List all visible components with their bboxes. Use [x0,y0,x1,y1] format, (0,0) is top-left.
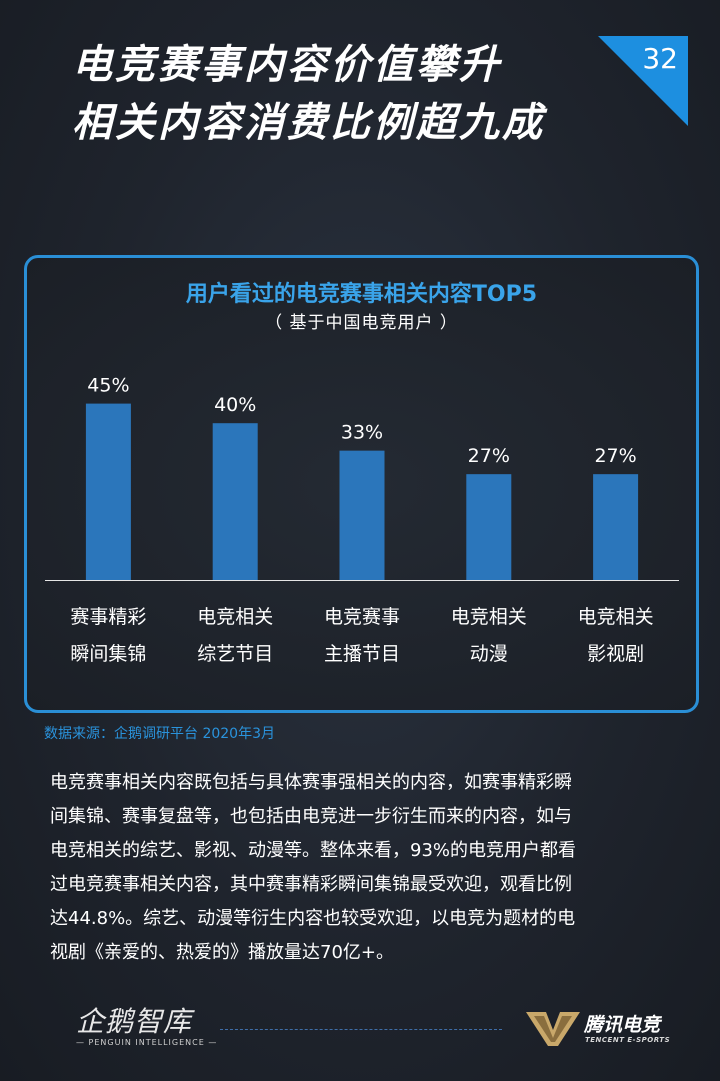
bar-value-label: 27% [594,445,636,467]
penguin-intelligence-logo-text: 企鹅智库 [76,1005,193,1038]
category-label: 瞬间集锦 [70,643,146,665]
body-line: 达44.8%。综艺、动漫等衍生内容也较受欢迎，以电竞为题材的电 [50,908,576,929]
tencent-esports-logo-subtext: TENCENT E-SPORTS [585,1036,671,1044]
footer-divider [220,1029,502,1030]
body-line: 过电竞赛事相关内容，其中赛事精彩瞬间集锦最受欢迎，观看比例 [50,874,572,895]
tencent-esports-logo-text: 腾讯电竞 [584,1014,661,1036]
category-label: 动漫 [470,643,508,665]
category-label: 电竞赛事 [324,606,400,628]
body-line: 电竞赛事相关内容既包括与具体赛事强相关的内容，如赛事精彩瞬 [50,772,572,793]
page-title-line-2: 相关内容消费比例超九成 [72,100,545,146]
page-title: 电竞赛事内容价值攀升 相关内容消费比例超九成 [72,36,632,152]
body-line: 视剧《亲爱的、热爱的》播放量达70亿+。 [50,942,394,963]
chart-subtitle: （ 基于中国电竞用户 ） [265,313,458,333]
category-label: 影视剧 [587,643,644,665]
bar [466,474,512,580]
page-title-line-1: 电竞赛事内容价值攀升 [72,42,502,88]
category-label: 综艺节目 [197,643,273,665]
body-line: 间集锦、赛事复盘等，也包括由电竞进一步衍生而来的内容，如与 [50,806,572,827]
bar-value-label: 33% [341,422,383,444]
chart-title: 用户看过的电竞赛事相关内容TOP5 [185,282,538,307]
penguin-intelligence-logo-subtext: — PENGUIN INTELLIGENCE — [76,1038,218,1047]
body-line: 电竞相关的综艺、影视、动漫等。整体来看，93%的电竞用户都看 [50,840,577,861]
category-label: 主播节目 [324,643,400,665]
bar [593,474,639,580]
bar-value-label: 45% [87,375,129,397]
tencent-esports-logo: 腾讯电竞 TENCENT E-SPORTS [524,1006,674,1052]
bar [85,403,131,580]
body-paragraph: 电竞赛事相关内容既包括与具体赛事强相关的内容，如赛事精彩瞬 间集锦、赛事复盘等，… [50,766,680,970]
bar-value-label: 27% [468,445,510,467]
bar-value-label: 40% [214,394,256,416]
bar [212,423,258,580]
category-label: 赛事精彩 [70,606,146,628]
category-label: 电竞相关 [197,606,273,628]
category-label: 电竞相关 [451,606,527,628]
category-label: 电竞相关 [578,606,654,628]
chart-panel: 用户看过的电竞赛事相关内容TOP5 （ 基于中国电竞用户 ） 45% 赛事精彩瞬间… [24,255,699,713]
bar [339,450,385,580]
data-source-note: 数据来源：企鹅调研平台 2020年3月 [44,726,275,742]
page-number: 32 [642,42,678,75]
tencent-esports-v-mark-icon [526,1012,580,1046]
penguin-intelligence-logo: 企鹅智库 — PENGUIN INTELLIGENCE — [76,1000,216,1050]
